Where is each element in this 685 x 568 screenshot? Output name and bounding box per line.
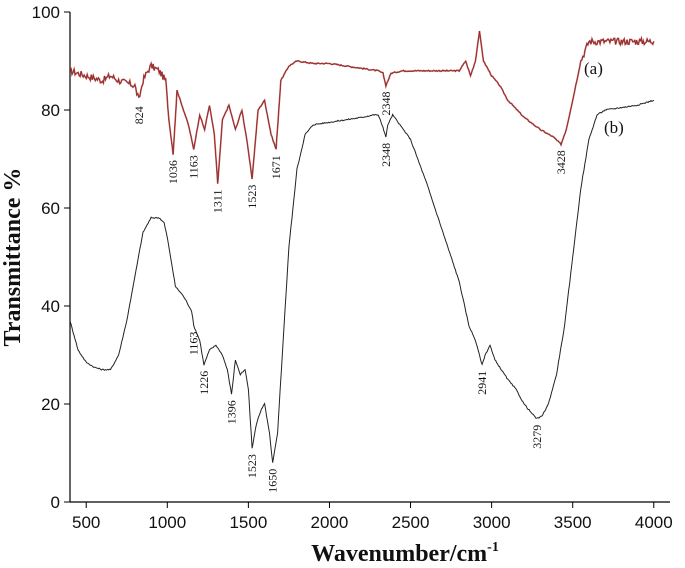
peak-label-a: 1311: [211, 190, 225, 214]
peak-label-a: 1671: [269, 155, 283, 179]
x-tick-label: 3500: [554, 513, 592, 532]
y-tick-label: 100: [32, 3, 60, 22]
x-axis-title: Wavenumber/cm-1: [311, 540, 499, 567]
series-b-line: [69, 99, 655, 463]
x-tick-label: 2500: [392, 513, 430, 532]
y-tick-label: 60: [41, 199, 60, 218]
series-labels: (a) (b): [584, 59, 624, 137]
x-tick-label: 4000: [635, 513, 673, 532]
plot-frame: [69, 12, 670, 503]
y-tick-label: 80: [41, 101, 60, 120]
x-axis: 500 1000 1500 2000 2500 3000 3500 4000: [72, 502, 673, 532]
x-axis-title-superscript: -1: [487, 540, 499, 555]
peak-label-b: 2348: [379, 143, 393, 167]
x-tick-label: 500: [72, 513, 100, 532]
series-layer: [69, 30, 655, 463]
peak-label-a: 824: [132, 106, 146, 124]
y-tick-label: 40: [41, 297, 60, 316]
peak-label-a: 1036: [166, 160, 180, 184]
series-b-label: (b): [604, 118, 624, 137]
peak-label-b: 2941: [475, 371, 489, 395]
peak-label-b: 3279: [530, 425, 544, 449]
peak-label-b: 1163: [187, 332, 201, 356]
y-axis-title: Transmittance %: [0, 168, 26, 347]
x-axis-title-text: Wavenumber/cm: [311, 541, 487, 567]
x-tick-label: 2000: [311, 513, 349, 532]
series-a-label: (a): [584, 59, 603, 78]
peak-label-a: 2348: [379, 92, 393, 116]
x-tick-label: 1000: [148, 513, 186, 532]
y-tick-label: 20: [41, 395, 60, 414]
y-tick-label: 0: [51, 493, 60, 512]
peak-label-b: 1650: [266, 469, 280, 493]
peak-label-b: 1523: [245, 454, 259, 478]
peak-label-b: 1396: [225, 400, 239, 424]
peak-annotations: 824 1036 1163 1311 1523 1671 2348 3428 1163 1226 1…: [132, 92, 568, 493]
peak-label-b: 1226: [197, 371, 211, 395]
x-tick-label: 1500: [229, 513, 267, 532]
peak-label-a: 1163: [187, 155, 201, 179]
peak-label-a: 3428: [554, 150, 568, 174]
peak-label-a: 1523: [245, 185, 259, 209]
x-tick-label: 3000: [473, 513, 511, 532]
y-axis: 0 20 40 60 80 100: [32, 3, 70, 512]
series-a-core-line: [69, 30, 655, 184]
